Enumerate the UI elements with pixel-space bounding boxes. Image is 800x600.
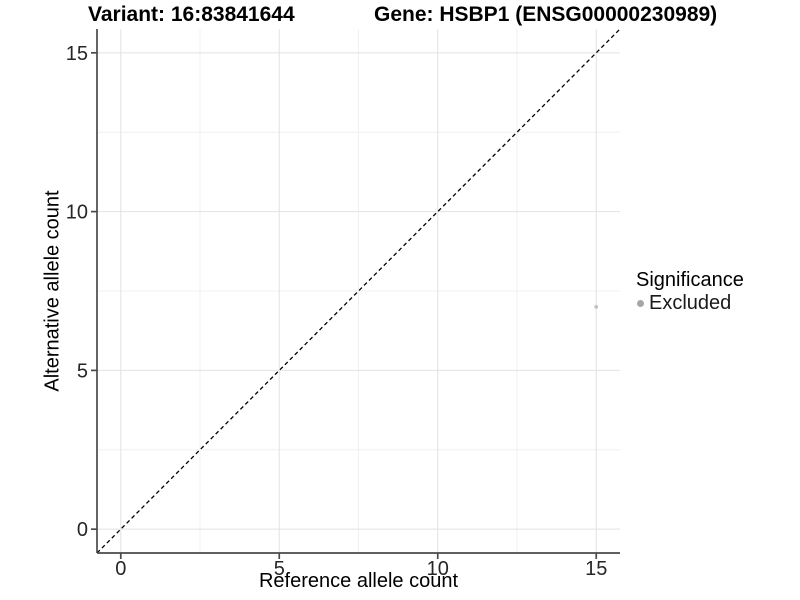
variant-title: Variant: 16:83841644 xyxy=(88,3,295,26)
x-tick-label: 15 xyxy=(585,558,607,580)
legend-item-label: Excluded xyxy=(649,291,732,314)
legend-item-excluded: Excluded xyxy=(636,292,744,314)
identity-line xyxy=(96,28,621,554)
y-axis-title: Alternative allele count xyxy=(41,190,64,392)
gene-title: Gene: HSBP1 (ENSG00000230989) xyxy=(374,3,718,26)
y-tick-label: 15 xyxy=(66,43,88,65)
y-tick-label: 5 xyxy=(77,360,88,382)
x-tick-label: 5 xyxy=(274,558,285,580)
data-point xyxy=(594,304,599,309)
legend: Significance Excluded xyxy=(636,268,744,314)
y-tick-label: 10 xyxy=(66,202,88,224)
legend-title: Significance xyxy=(636,269,744,291)
x-tick-label: 0 xyxy=(115,558,126,580)
x-tick-label: 10 xyxy=(427,558,449,580)
y-tick-label: 0 xyxy=(77,519,88,541)
x-axis-title: Reference allele count xyxy=(258,570,458,592)
excluded-point-icon xyxy=(637,299,644,307)
